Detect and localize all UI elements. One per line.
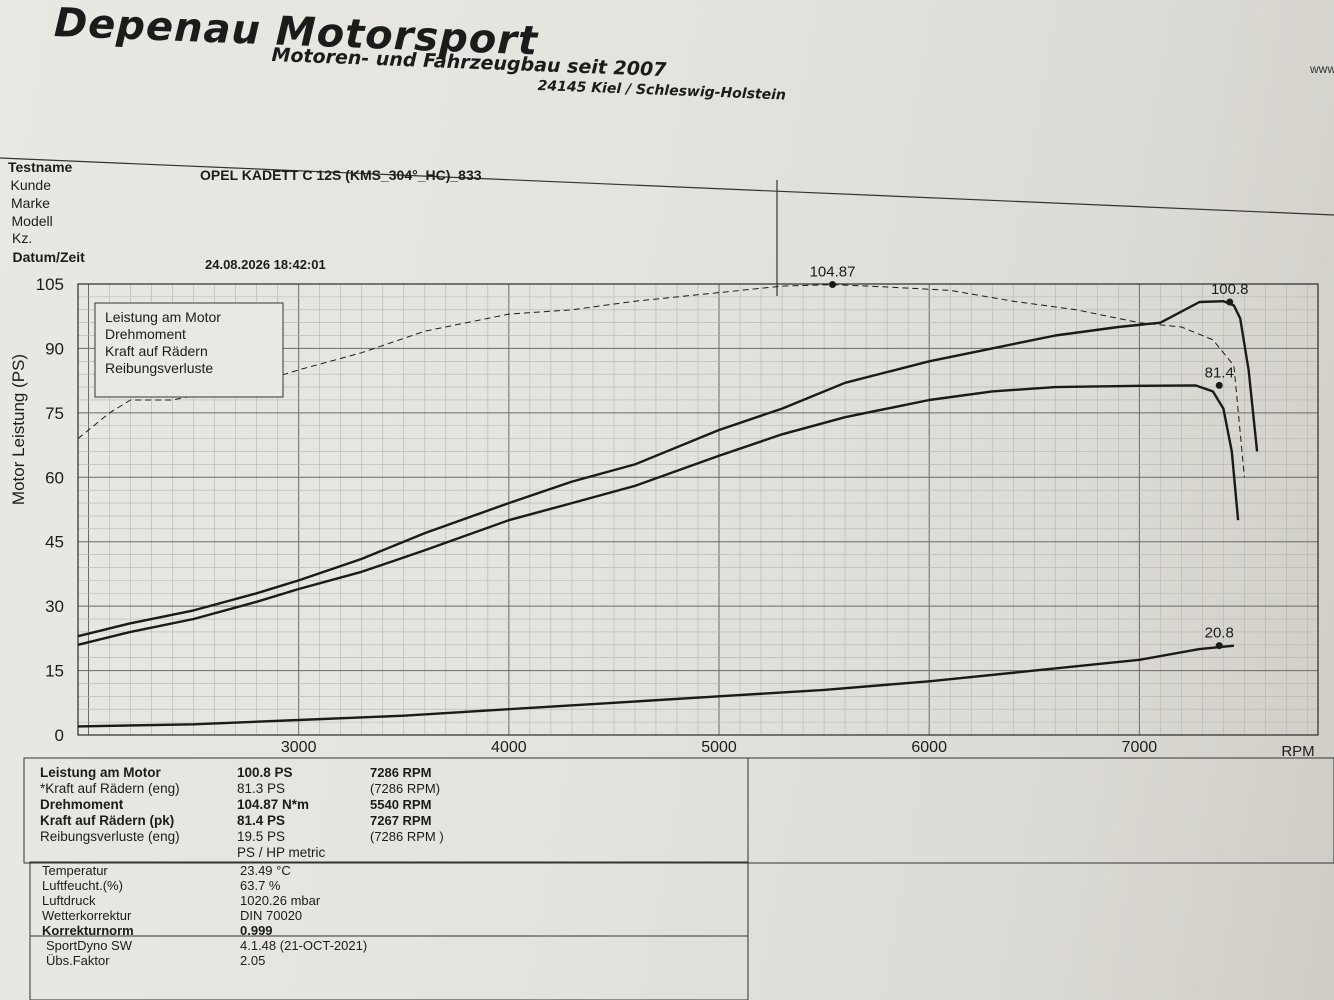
series-line <box>77 384 1240 646</box>
x-tick-label: 6000 <box>911 739 947 756</box>
result-rpm: (7286 RPM ) <box>370 829 444 844</box>
legend-item: Drehmoment <box>105 326 186 342</box>
series-line <box>77 300 1259 638</box>
series-marker <box>1226 298 1234 306</box>
legend-item: Reibungsverluste <box>105 360 213 376</box>
series-marker <box>1215 381 1223 389</box>
condition-label: Luftfeucht.(%) <box>42 878 123 893</box>
result-rpm: (7286 RPM) <box>370 781 440 796</box>
y-tick-label: 90 <box>45 339 64 358</box>
result-value: 81.4 PS <box>237 813 285 828</box>
info-label: Kunde <box>11 177 52 193</box>
y-tick-label: 15 <box>45 662 64 681</box>
result-rpm: 7267 RPM <box>370 813 431 828</box>
result-label: Drehmoment <box>40 797 124 812</box>
result-value: 100.8 PS <box>237 765 293 780</box>
condition-value: 63.7 % <box>240 878 281 893</box>
info-top-rule <box>0 157 1334 216</box>
condition-value: 1020.26 mbar <box>240 893 321 908</box>
condition-value: DIN 70020 <box>240 908 302 923</box>
series-data-label: 81.4 <box>1205 364 1234 381</box>
result-label: Kraft auf Rädern (pk) <box>40 813 174 828</box>
condition-label: Korrekturnorm <box>42 923 134 938</box>
y-axis-label: Motor Leistung (PS) <box>9 354 28 505</box>
condition-label: Temperatur <box>42 863 108 878</box>
y-tick-label: 0 <box>55 726 64 745</box>
legend-box <box>94 302 284 398</box>
x-tick-label: 5000 <box>701 739 737 756</box>
test-name-value: OPEL KADETT C 12S (KMS_304°_HC)_833 <box>200 167 482 183</box>
x-tick-label: 3000 <box>281 739 317 756</box>
x-tick-label: 7000 <box>1122 739 1158 756</box>
series-data-label: 100.8 <box>1211 281 1249 298</box>
series-data-label: 20.8 <box>1205 625 1234 642</box>
result-value: PS / HP metric <box>237 845 326 860</box>
datetime-value: 24.08.2026 18:42:01 <box>205 257 326 272</box>
condition-value: 23.49 °C <box>240 863 291 878</box>
company-web: www <box>1310 62 1334 76</box>
x-axis-label: RPM <box>1281 743 1314 760</box>
results-table: Leistung am Motor 100.8 PS 7286 RPM *Kraft … <box>23 757 1334 1000</box>
software-label: Übs.Faktor <box>46 953 110 968</box>
legend-item: Leistung am Motor <box>105 309 221 325</box>
condition-label: Wetterkorrektur <box>42 908 132 923</box>
info-label: Datum/Zeit <box>13 249 86 265</box>
result-label: Reibungsverluste (eng) <box>40 829 180 844</box>
y-tick-label: 105 <box>36 275 64 294</box>
result-value: 19.5 PS <box>237 829 285 844</box>
y-tick-label: 30 <box>45 597 64 616</box>
series-line <box>77 644 1235 728</box>
info-label: Modell <box>12 213 53 229</box>
results-frame <box>23 757 1334 864</box>
condition-label: Luftdruck <box>42 893 96 908</box>
result-value: 81.3 PS <box>237 781 285 796</box>
plot-frame <box>77 283 1319 736</box>
result-label: Leistung am Motor <box>40 765 161 780</box>
x-tick-label: 4000 <box>491 739 527 756</box>
result-rpm: 7286 RPM <box>370 765 431 780</box>
info-label: Testname <box>8 159 73 175</box>
y-tick-label: 75 <box>45 404 64 423</box>
info-label: Marke <box>11 195 50 211</box>
software-label: SportDyno SW <box>46 938 133 953</box>
condition-value: 0.999 <box>240 923 273 938</box>
series-data-label: 104.87 <box>810 264 856 281</box>
y-tick-label: 60 <box>45 468 64 487</box>
chart-grid: 0 15 30 45 60 75 90 105 3000 4000 5000 6000 7000 RPM M… <box>9 275 1319 760</box>
series-marker <box>829 281 837 289</box>
result-label: *Kraft auf Rädern (eng) <box>40 781 180 796</box>
software-value: 4.1.48 (21-OCT-2021) <box>240 938 367 953</box>
series-marker <box>1215 642 1223 650</box>
conditions-frame <box>29 861 749 1000</box>
result-value: 104.87 N*m <box>237 797 309 812</box>
chart-series: 100.8 104.87 81.4 20.8 <box>77 264 1259 728</box>
y-tick-label: 45 <box>45 533 64 552</box>
legend-item: Kraft auf Rädern <box>105 343 208 359</box>
result-rpm: 5540 RPM <box>370 797 431 812</box>
info-label: Kz. <box>12 230 32 246</box>
software-value: 2.05 <box>240 953 265 968</box>
